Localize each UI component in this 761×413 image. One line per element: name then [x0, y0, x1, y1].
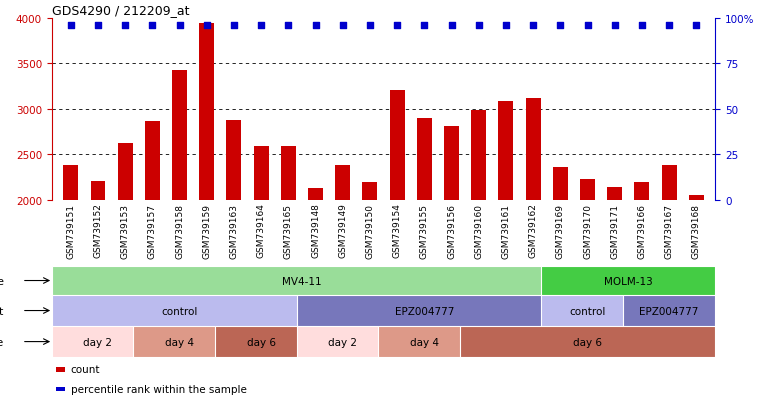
Text: day 4: day 4 [165, 337, 194, 347]
Text: control: control [161, 306, 198, 316]
Point [473, 23, 485, 29]
Point [255, 23, 267, 29]
Bar [281, 147, 296, 382]
Bar [253, 147, 269, 382]
Text: percentile rank within the sample: percentile rank within the sample [71, 384, 247, 394]
Bar [689, 196, 704, 382]
Text: day 2: day 2 [84, 337, 113, 347]
Bar [580, 179, 595, 382]
Bar [498, 102, 514, 382]
Point [581, 23, 594, 29]
Text: control: control [569, 306, 606, 316]
Text: count: count [71, 364, 100, 375]
Point [391, 23, 403, 29]
Text: day 2: day 2 [328, 337, 357, 347]
Text: EPZ004777: EPZ004777 [395, 306, 454, 316]
Point [419, 23, 431, 29]
Bar [118, 144, 132, 382]
Text: agent: agent [0, 306, 4, 316]
Bar [607, 188, 622, 382]
Bar [444, 127, 459, 382]
Point [146, 23, 158, 29]
Bar [552, 168, 568, 382]
Point [228, 23, 240, 29]
Bar [417, 119, 431, 382]
Text: EPZ004777: EPZ004777 [639, 306, 699, 316]
Bar [215, 326, 307, 357]
Point [445, 23, 457, 29]
Bar [63, 166, 78, 382]
Bar [172, 71, 187, 382]
Bar [635, 183, 649, 382]
Bar [526, 99, 540, 382]
Bar [91, 181, 106, 382]
Point [663, 23, 675, 29]
Bar [336, 166, 350, 382]
Bar [297, 326, 389, 357]
Bar [541, 266, 715, 295]
Bar [52, 266, 552, 295]
Point [609, 23, 621, 29]
Point [554, 23, 566, 29]
Point [65, 23, 77, 29]
Bar [378, 326, 470, 357]
Text: day 4: day 4 [410, 337, 439, 347]
Point [119, 23, 131, 29]
Point [310, 23, 322, 29]
Point [174, 23, 186, 29]
Bar [297, 295, 552, 326]
Bar [145, 121, 160, 382]
Text: day 6: day 6 [247, 337, 275, 347]
Point [364, 23, 376, 29]
Point [636, 23, 648, 29]
Text: MV4-11: MV4-11 [282, 276, 322, 286]
Bar [52, 326, 145, 357]
Point [500, 23, 512, 29]
Bar [622, 295, 715, 326]
Bar [390, 91, 405, 382]
Text: day 6: day 6 [573, 337, 602, 347]
Text: MOLM-13: MOLM-13 [604, 276, 653, 286]
Bar [460, 326, 715, 357]
Bar [133, 326, 226, 357]
Text: cell line: cell line [0, 276, 4, 286]
Point [336, 23, 349, 29]
Bar [471, 110, 486, 382]
Bar [199, 24, 215, 382]
Bar [362, 183, 377, 382]
Point [690, 23, 702, 29]
Bar [661, 166, 677, 382]
Bar [308, 188, 323, 382]
Bar [52, 295, 307, 326]
Text: time: time [0, 337, 4, 347]
Bar [541, 295, 634, 326]
Bar [227, 120, 241, 382]
Point [282, 23, 295, 29]
Text: GDS4290 / 212209_at: GDS4290 / 212209_at [52, 5, 189, 17]
Point [92, 23, 104, 29]
Point [527, 23, 540, 29]
Point [201, 23, 213, 29]
